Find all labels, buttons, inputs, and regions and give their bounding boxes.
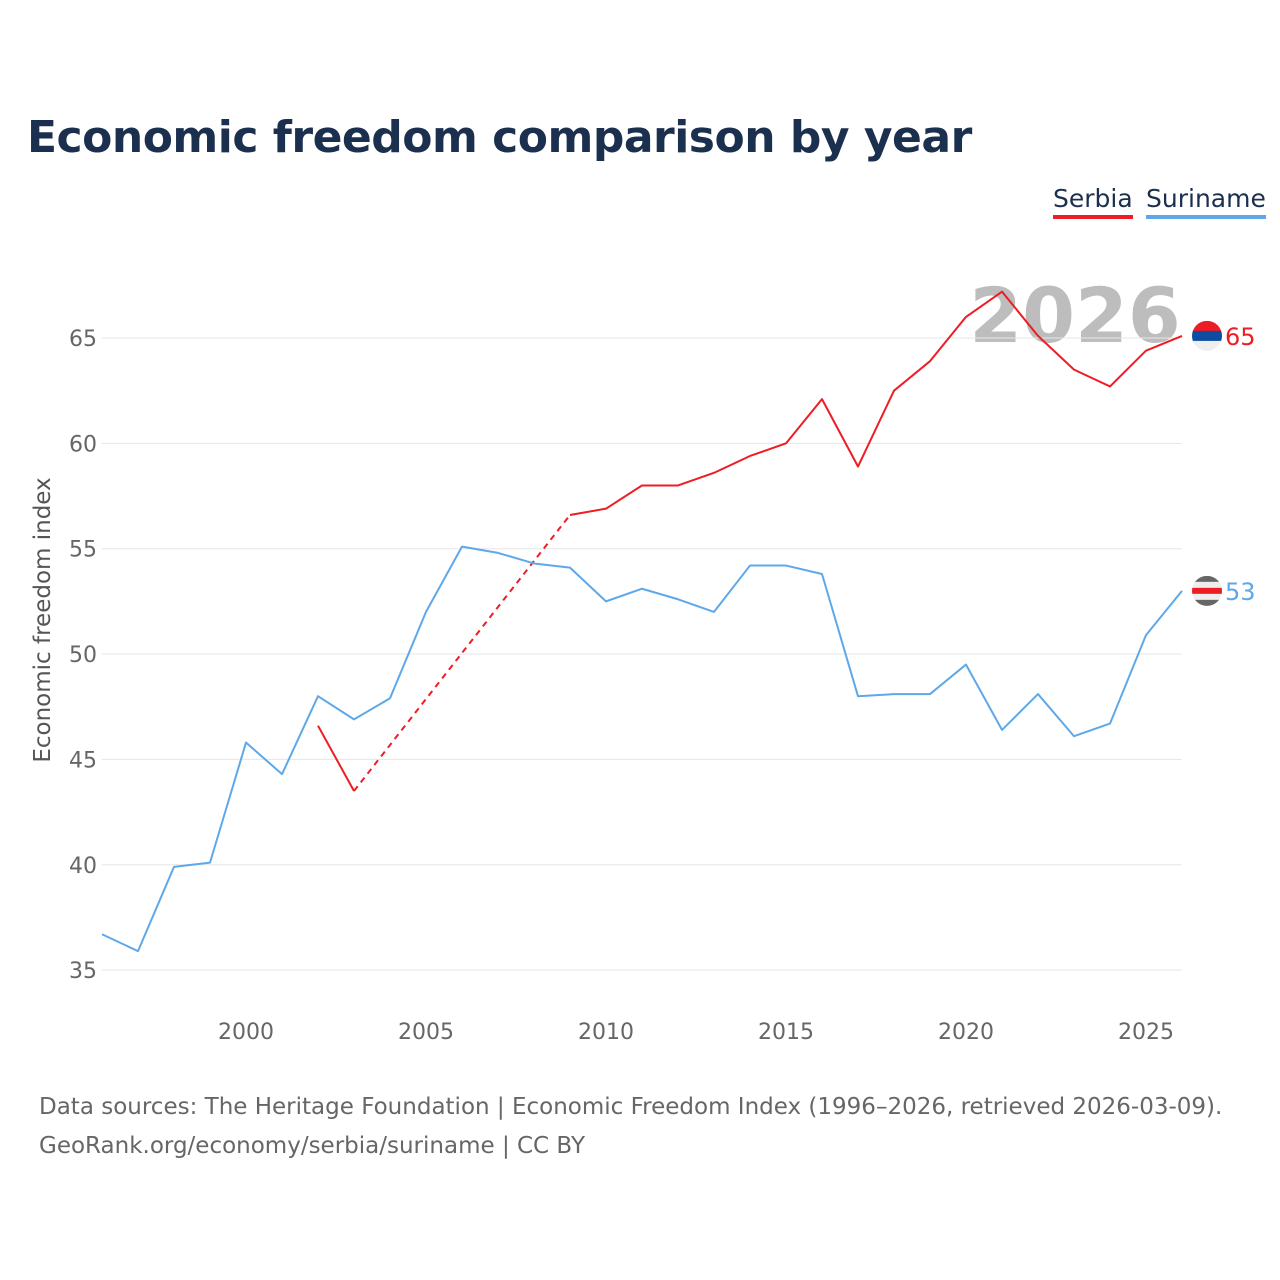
x-tick-label: 2010 xyxy=(578,1020,634,1045)
suriname-point xyxy=(963,662,969,668)
suriname-point xyxy=(999,727,1005,733)
suriname-point xyxy=(351,716,357,722)
legend-serbia[interactable]: Serbia xyxy=(1053,184,1133,219)
serbia-point xyxy=(1071,367,1077,373)
suriname-point xyxy=(1107,721,1113,727)
serbia-point xyxy=(603,506,609,512)
serbia-point xyxy=(711,470,717,476)
serbia-point xyxy=(783,440,789,446)
suriname-point xyxy=(279,771,285,777)
suriname-point xyxy=(711,609,717,615)
serbia-point xyxy=(819,396,825,402)
suriname-point xyxy=(495,550,501,556)
suriname-point xyxy=(315,693,321,699)
suriname-point xyxy=(531,560,537,566)
suriname-point xyxy=(171,864,177,870)
suriname-point xyxy=(459,544,465,550)
suriname-point xyxy=(99,931,105,937)
suriname-point xyxy=(819,571,825,577)
serbia-point xyxy=(639,482,645,488)
serbia-end-label: 65 xyxy=(1225,323,1256,351)
serbia-point xyxy=(963,314,969,320)
serbia-point xyxy=(747,453,753,459)
serbia-line xyxy=(317,725,355,792)
x-tick-label: 2025 xyxy=(1118,1020,1174,1045)
suriname-point xyxy=(783,563,789,569)
y-tick-label: 40 xyxy=(69,854,97,879)
suriname-point xyxy=(423,609,429,615)
source-line-1: Data sources: The Heritage Foundation | … xyxy=(39,1094,1223,1120)
suriname-point xyxy=(567,565,573,571)
legend-suriname[interactable]: Suriname xyxy=(1146,184,1266,219)
suriname-point xyxy=(639,586,645,592)
suriname-point xyxy=(855,693,861,699)
serbia-point xyxy=(675,482,681,488)
suriname-point xyxy=(207,860,213,866)
suriname-point xyxy=(1035,691,1041,697)
suriname-point xyxy=(603,598,609,604)
suriname-line xyxy=(101,545,1183,953)
serbia-point xyxy=(1035,333,1041,339)
serbia-line xyxy=(569,290,1183,516)
serbia-flag-icon xyxy=(1192,320,1222,351)
source-note: Data sources: The Heritage Foundation | … xyxy=(39,1088,1222,1166)
suriname-flag-icon xyxy=(1192,575,1222,606)
suriname-point xyxy=(387,695,393,701)
suriname-point xyxy=(927,691,933,697)
serbia-point xyxy=(999,289,1005,295)
serbia-point xyxy=(1107,383,1113,389)
serbia-point xyxy=(567,512,573,518)
serbia-point xyxy=(927,358,933,364)
chart-title: Economic freedom comparison by year xyxy=(27,112,972,163)
suriname-end-label: 53 xyxy=(1225,578,1256,606)
x-tick-label: 2020 xyxy=(938,1020,994,1045)
serbia-point xyxy=(891,388,897,394)
suriname-point xyxy=(1179,588,1185,594)
y-axis-label: Economic freedom index xyxy=(30,477,56,762)
serbia-point xyxy=(855,464,861,470)
serbia-point xyxy=(1179,333,1185,339)
suriname-point xyxy=(891,691,897,697)
suriname-point xyxy=(747,563,753,569)
y-tick-label: 35 xyxy=(69,959,97,984)
x-tick-label: 2005 xyxy=(398,1020,454,1045)
source-line-2[interactable]: GeoRank.org/economy/serbia/suriname | CC… xyxy=(39,1133,586,1159)
suriname-point xyxy=(1071,733,1077,739)
serbia-point xyxy=(315,723,321,729)
y-tick-label: 55 xyxy=(69,538,97,563)
suriname-point xyxy=(1143,632,1149,638)
y-tick-label: 60 xyxy=(69,432,97,457)
serbia-gap-line xyxy=(353,514,571,792)
year-watermark: 2026 xyxy=(969,271,1181,360)
suriname-point xyxy=(675,596,681,602)
y-tick-label: 50 xyxy=(69,643,97,668)
suriname-point xyxy=(243,740,249,746)
suriname-point xyxy=(135,948,141,954)
serbia-point xyxy=(1143,348,1149,354)
x-tick-label: 2000 xyxy=(218,1020,274,1045)
x-tick-label: 2015 xyxy=(758,1020,814,1045)
y-tick-label: 45 xyxy=(69,748,97,773)
y-tick-label: 65 xyxy=(69,327,97,352)
serbia-point xyxy=(351,788,357,794)
